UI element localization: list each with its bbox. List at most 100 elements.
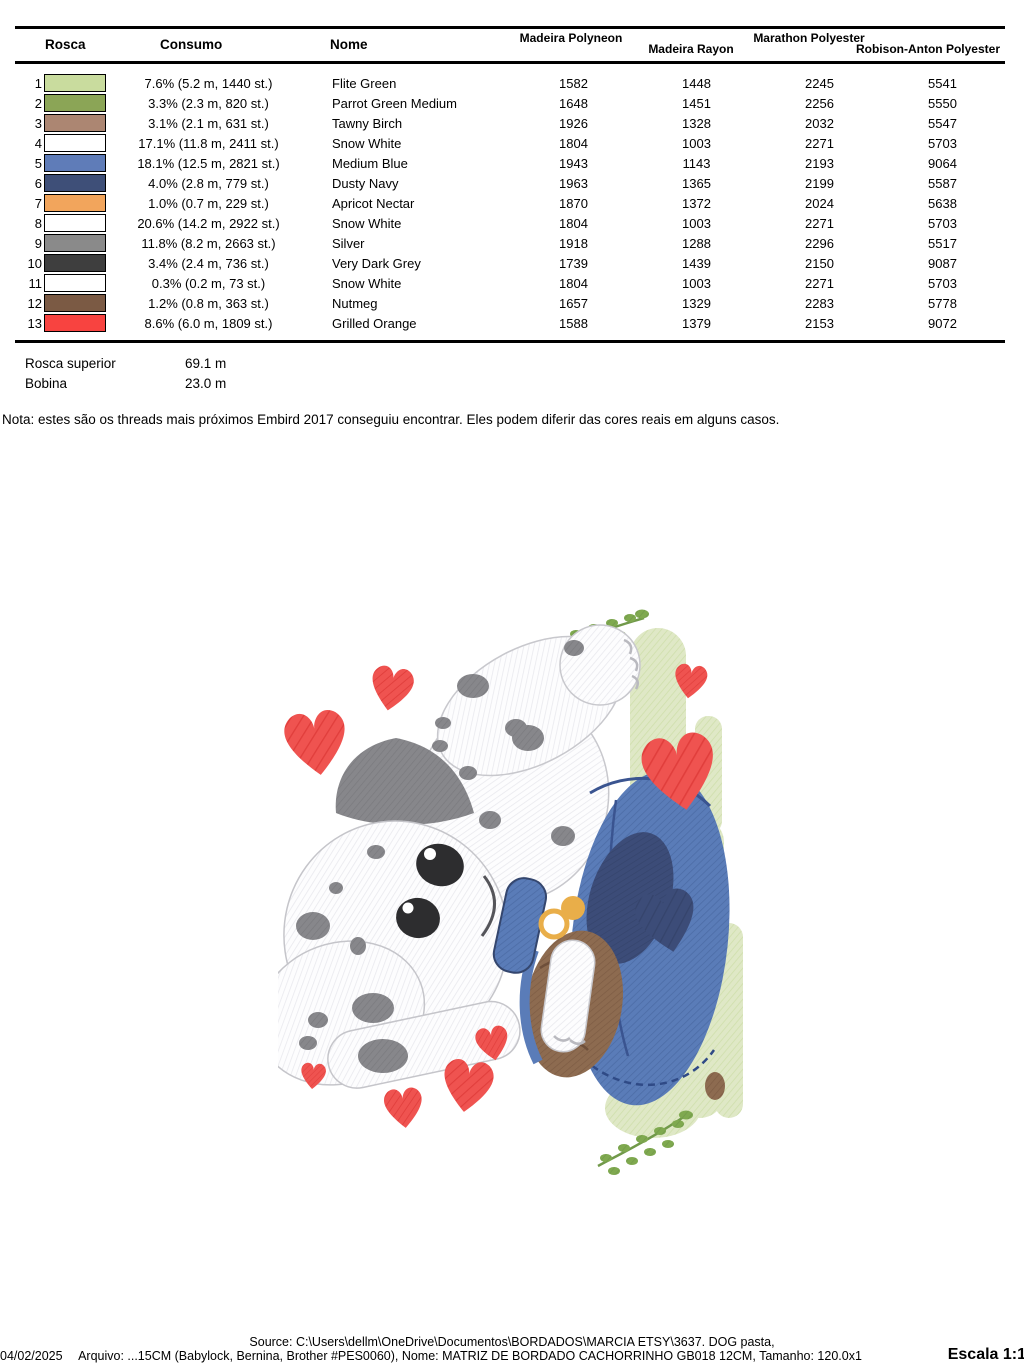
row-number: 2 <box>34 95 42 111</box>
consumo-cell: 3.1% (2.1 m, 631 st.) <box>148 115 269 131</box>
madeira-rayon-cell: 1003 <box>682 215 711 231</box>
color-swatch <box>44 314 106 332</box>
marathon-polyester-cell: 2153 <box>805 315 834 331</box>
table-row: 6 4.0% (2.8 m, 779 st.) Dusty Navy 1963 1365… <box>15 173 1005 193</box>
color-swatch <box>44 174 106 192</box>
marathon-polyester-cell: 2199 <box>805 175 834 191</box>
bobina-value: 23.0 m <box>185 375 227 391</box>
madeira-rayon-cell: 1365 <box>682 175 711 191</box>
consumo-cell: 1.2% (0.8 m, 363 st.) <box>148 295 269 311</box>
robison-anton-cell: 5517 <box>928 235 957 251</box>
row-number: 12 <box>27 295 42 311</box>
table-row: 12 1.2% (0.8 m, 363 st.) Nutmeg 1657 1329 228… <box>15 293 1005 313</box>
madeira-rayon-cell: 1288 <box>682 235 711 251</box>
color-swatch <box>44 254 106 272</box>
madeira-polyneon-cell: 1963 <box>559 175 588 191</box>
table-row: 8 20.6% (14.2 m, 2922 st.) Snow White 1804 1… <box>15 213 1005 233</box>
robison-anton-cell: 5541 <box>928 75 957 91</box>
row-number: 4 <box>34 135 42 151</box>
nome-cell: Parrot Green Medium <box>332 95 457 111</box>
collar <box>492 877 547 974</box>
color-swatch <box>44 194 106 212</box>
header-rosca: Rosca <box>45 37 86 52</box>
marathon-polyester-cell: 2032 <box>805 115 834 131</box>
marathon-polyester-cell: 2150 <box>805 255 834 271</box>
madeira-polyneon-cell: 1804 <box>559 275 588 291</box>
madeira-polyneon-cell: 1588 <box>559 315 588 331</box>
color-swatch <box>44 74 106 92</box>
footer-file-info: Arquivo: ...15CM (Babylock, Bernina, Bro… <box>78 1349 862 1363</box>
madeira-rayon-cell: 1451 <box>682 95 711 111</box>
color-swatch <box>44 94 106 112</box>
table-row: 11 0.3% (0.2 m, 73 st.) Snow White 1804 1003… <box>15 273 1005 293</box>
rosca-superior-label: Rosca superior <box>25 355 116 371</box>
madeira-polyneon-cell: 1943 <box>559 155 588 171</box>
row-number: 8 <box>34 215 42 231</box>
table-row: 10 3.4% (2.4 m, 736 st.) Very Dark Grey 173… <box>15 253 1005 273</box>
table-row: 3 3.1% (2.1 m, 631 st.) Tawny Birch 1926 132… <box>15 113 1005 133</box>
nome-cell: Very Dark Grey <box>332 255 421 271</box>
robison-anton-cell: 9087 <box>928 255 957 271</box>
table-row: 9 11.8% (8.2 m, 2663 st.) Silver 1918 1288 22… <box>15 233 1005 253</box>
robison-anton-cell: 5703 <box>928 135 957 151</box>
header-madeira-rayon: Madeira Rayon <box>648 42 734 56</box>
puppy-head <box>278 738 585 1089</box>
consumo-cell: 8.6% (6.0 m, 1809 st.) <box>144 315 273 331</box>
color-swatch <box>44 234 106 252</box>
header-nome: Nome <box>330 37 368 52</box>
table-header: Rosca Consumo Nome Madeira Polyneon Made… <box>15 29 1005 61</box>
madeira-polyneon-cell: 1648 <box>559 95 588 111</box>
color-swatch <box>44 274 106 292</box>
header-consumo: Consumo <box>160 37 223 52</box>
consumo-cell: 3.4% (2.4 m, 736 st.) <box>148 255 269 271</box>
row-number: 9 <box>34 235 42 251</box>
consumo-cell: 11.8% (8.2 m, 2663 st.) <box>141 235 276 251</box>
nome-cell: Medium Blue <box>332 155 408 171</box>
leaf-sprig-bottom <box>597 1110 693 1175</box>
color-swatch <box>44 134 106 152</box>
robison-anton-cell: 5587 <box>928 175 957 191</box>
marathon-polyester-cell: 2271 <box>805 215 834 231</box>
robison-anton-cell: 5778 <box>928 295 957 311</box>
madeira-rayon-cell: 1372 <box>682 195 711 211</box>
madeira-rayon-cell: 1003 <box>682 275 711 291</box>
marathon-polyester-cell: 2024 <box>805 195 834 211</box>
table-row: 1 7.6% (5.2 m, 1440 st.) Flite Green 1582 14… <box>15 73 1005 93</box>
rosca-superior-value: 69.1 m <box>185 355 227 371</box>
madeira-polyneon-cell: 1657 <box>559 295 588 311</box>
table-top-rule <box>15 26 1005 29</box>
consumo-cell: 7.6% (5.2 m, 1440 st.) <box>144 75 273 91</box>
table-header-rule <box>15 61 1005 64</box>
nome-cell: Snow White <box>332 135 402 151</box>
robison-anton-cell: 5638 <box>928 195 957 211</box>
puppy-front-leg <box>540 939 596 1053</box>
robison-anton-cell: 5703 <box>928 275 957 291</box>
row-number: 1 <box>34 75 42 91</box>
thread-summary: Rosca superior 69.1 m Bobina 23.0 m <box>25 353 226 393</box>
robison-anton-cell: 5550 <box>928 95 957 111</box>
table-row: 2 3.3% (2.3 m, 820 st.) Parrot Green Mediu… <box>15 93 1005 113</box>
puppy-eyes <box>396 843 464 939</box>
table-row: 5 18.1% (12.5 m, 2821 st.) Medium Blue 1943… <box>15 153 1005 173</box>
table-bottom-rule <box>15 340 1005 343</box>
madeira-rayon-cell: 1439 <box>682 255 711 271</box>
marathon-polyester-cell: 2283 <box>805 295 834 311</box>
bobina-label: Bobina <box>25 375 68 391</box>
header-madeira-polyneon: Madeira Polyneon <box>519 31 623 45</box>
puppy-ear <box>335 738 474 826</box>
nome-cell: Silver <box>332 235 365 251</box>
nome-cell: Dusty Navy <box>332 175 399 191</box>
consumo-cell: 18.1% (12.5 m, 2821 st.) <box>137 155 280 171</box>
puppy-smile <box>480 875 496 937</box>
consumo-cell: 1.0% (0.7 m, 229 st.) <box>148 195 269 211</box>
nome-cell: Snow White <box>332 275 402 291</box>
page-footer: Source: C:\Users\dellm\OneDrive\Document… <box>0 1331 1024 1370</box>
footer-source-path: Source: C:\Users\dellm\OneDrive\Document… <box>249 1335 775 1349</box>
robison-anton-cell: 5547 <box>928 115 957 131</box>
consumo-cell: 4.0% (2.8 m, 779 st.) <box>148 175 269 191</box>
nome-cell: Apricot Nectar <box>332 195 415 211</box>
embroidery-design <box>278 609 743 1175</box>
marathon-polyester-cell: 2271 <box>805 135 834 151</box>
row-number: 13 <box>27 315 42 331</box>
table-row: 13 8.6% (6.0 m, 1809 st.) Grilled Orange 15… <box>15 313 1005 333</box>
